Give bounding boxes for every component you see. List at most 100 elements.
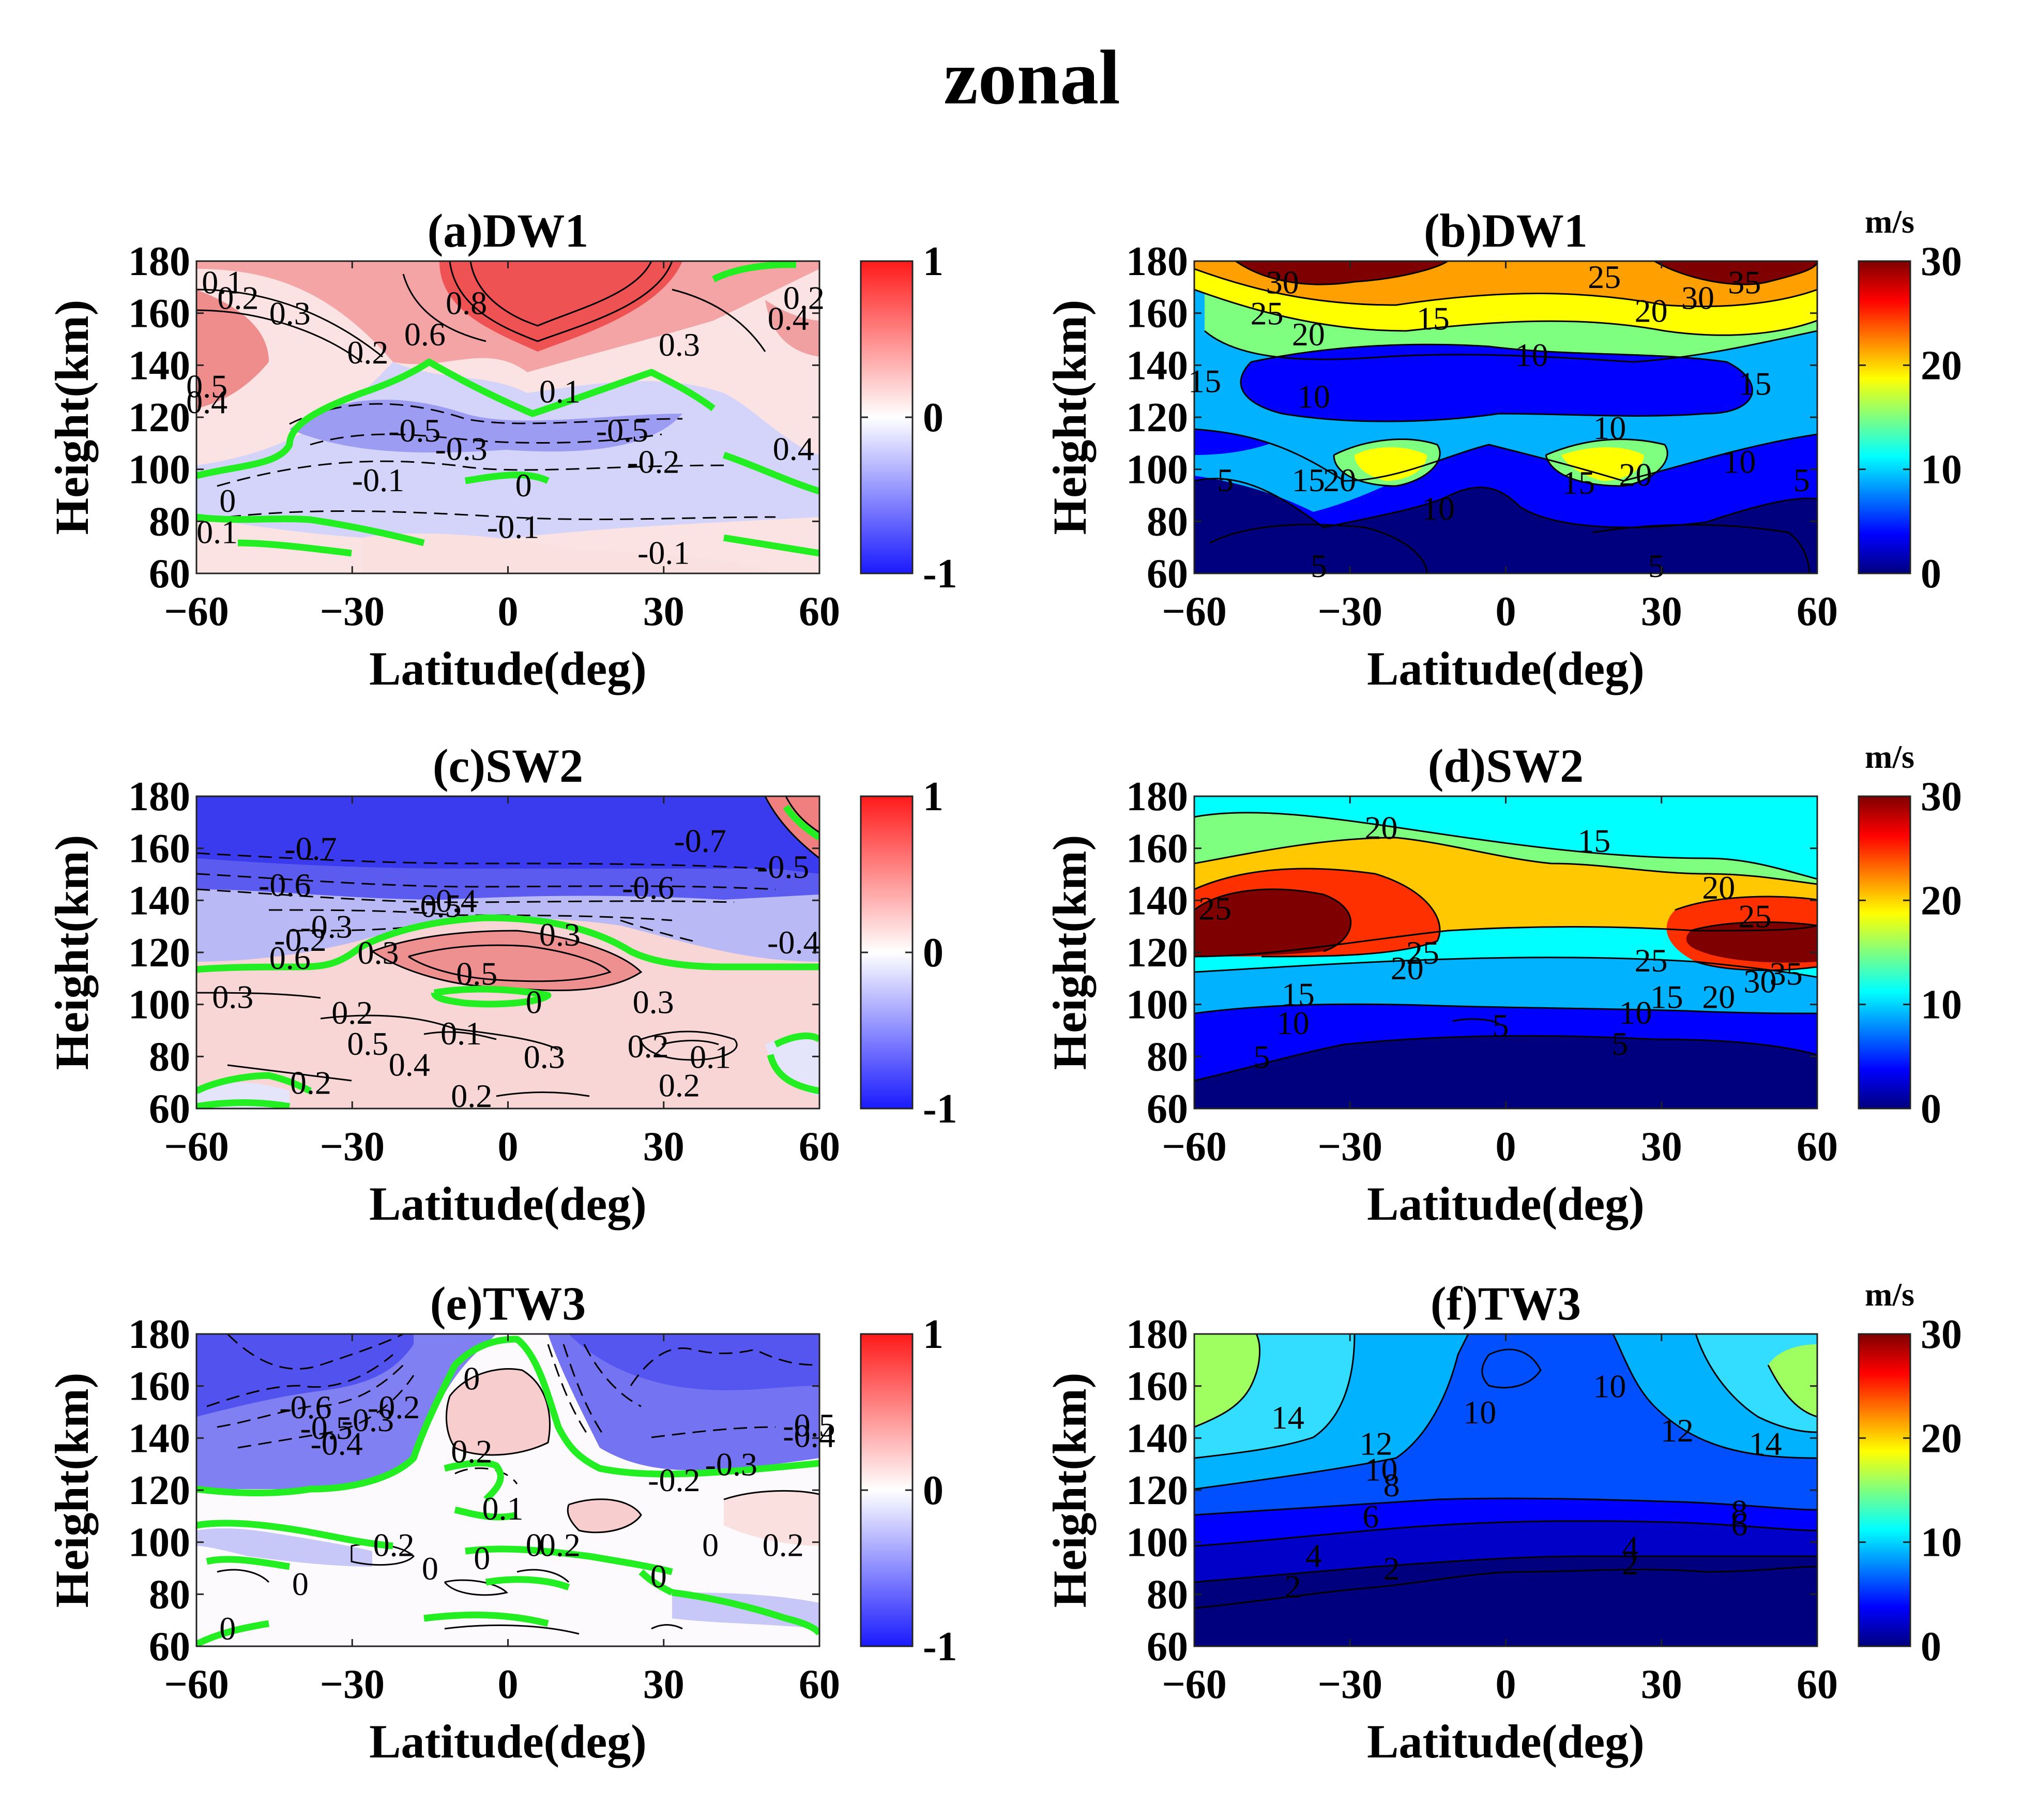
y-tick-label: 60	[149, 1624, 190, 1670]
contour-label: 5	[1217, 462, 1234, 498]
contour-label: 0.2	[347, 334, 388, 371]
contour-label: 12	[1661, 1412, 1694, 1449]
contour-label: -0.5	[783, 1407, 835, 1444]
colorbar	[1858, 260, 1911, 574]
y-tick-label: 100	[1126, 447, 1188, 493]
colorbar-unit: m/s	[1865, 738, 1914, 775]
colorbar-tick-label: 0	[1921, 1624, 1941, 1670]
x-axis-label: Latitude(deg)	[369, 642, 647, 695]
colorbar-tick-label: 30	[1921, 1312, 1962, 1357]
contour-label: 30	[1744, 963, 1777, 999]
contour-label: -0.7	[284, 830, 337, 867]
x-tick-label: 0	[498, 1124, 519, 1170]
panel-c-labels: -0.7 -0.7-0.6 -0.6-0.5-0.4-0.5-0.3-0.2 0.30…	[212, 823, 819, 1114]
contour-label: 0.1	[482, 1490, 523, 1527]
contour-label: 5	[1254, 1038, 1270, 1075]
panel-title: (d)SW2	[1428, 739, 1584, 792]
x-axis-label: Latitude(deg)	[1367, 1715, 1645, 1768]
contour-label: 10	[1723, 444, 1756, 480]
x-tick-label: 60	[1797, 589, 1838, 634]
contour-label: -0.3	[705, 1446, 757, 1483]
contour-label: 0	[422, 1550, 438, 1587]
y-tick-label: 80	[1147, 1572, 1188, 1617]
contour-label: 0.1	[440, 1015, 482, 1052]
y-tick-label: 180	[128, 1312, 190, 1357]
y-axis-label: Height(km)	[45, 300, 98, 535]
contour-label: 15	[1739, 366, 1772, 402]
x-tick-label: 30	[643, 1662, 685, 1707]
panel-c: -0.7 -0.7-0.6 -0.6-0.5-0.4-0.5-0.3-0.2 0.30…	[45, 739, 957, 1230]
x-tick-label: 30	[643, 1124, 685, 1170]
x-tick-label: 30	[1641, 1124, 1682, 1170]
x-axis-label: Latitude(deg)	[369, 1177, 647, 1230]
y-axis-label: Height(km)	[45, 1373, 98, 1608]
contour-label: 12	[1359, 1425, 1392, 1462]
contour-label: 15	[1282, 976, 1315, 1013]
contour-label: 2	[1383, 1550, 1400, 1587]
contour-label: -0.1	[637, 535, 690, 571]
panel-title: (b)DW1	[1424, 204, 1588, 257]
colorbar-tick-label: 10	[1921, 982, 1962, 1028]
contour-label: -0.2	[648, 1462, 700, 1498]
x-tick-label: 60	[799, 1124, 840, 1170]
contour-label: 0.6	[404, 316, 446, 353]
contour-label: 0.2	[763, 1527, 804, 1564]
x-tick-label: 60	[799, 1662, 840, 1707]
colorbar-unit: m/s	[1865, 203, 1914, 240]
panel-c-axes: (c)SW2−60 −30 0 30 606080100120140160180Lati…	[45, 739, 957, 1230]
contour-label: 0.3	[633, 984, 674, 1021]
contour-label: 0.2	[373, 1527, 415, 1564]
contour-label: 0	[526, 1527, 542, 1564]
contour-label: 25	[1406, 934, 1439, 971]
contour-label: 10	[1593, 410, 1626, 446]
x-tick-label: −30	[320, 1124, 385, 1170]
contour-label: -0.4	[310, 1425, 362, 1462]
contour-label: 0.1	[539, 373, 581, 410]
colorbar-tick-label: 1	[923, 774, 944, 820]
contour-label: 20	[1365, 809, 1398, 846]
contour-label: -0.1	[487, 508, 539, 545]
y-tick-label: 60	[1147, 1086, 1188, 1132]
contour-label: -0.4	[424, 882, 477, 919]
contour-label: 2	[1622, 1545, 1639, 1582]
y-tick-label: 140	[1126, 878, 1188, 923]
contour-label: 15	[1562, 464, 1595, 501]
x-tick-label: −60	[1162, 589, 1227, 634]
panel-f-axes: (f)TW3−60 −30 0 30 606080100120140160180Lati…	[1043, 1276, 1962, 1768]
contour-label: 0.6	[269, 939, 311, 976]
contour-label: 8	[1731, 1493, 1747, 1529]
contour-label: 2	[1285, 1568, 1301, 1605]
contour-label: 20	[1702, 869, 1735, 906]
y-tick-label: 180	[128, 239, 190, 284]
y-axis-label: Height(km)	[1043, 1373, 1096, 1608]
y-tick-label: 120	[128, 930, 190, 976]
y-tick-label: 100	[128, 447, 190, 493]
y-tick-label: 120	[1126, 930, 1188, 976]
x-tick-label: −60	[1162, 1124, 1227, 1170]
panel-title: (f)TW3	[1431, 1277, 1581, 1330]
panel-e-field	[196, 1334, 819, 1646]
y-tick-label: 80	[149, 1034, 190, 1080]
y-tick-label: 120	[1126, 1468, 1188, 1513]
contour-label: -0.2	[274, 921, 326, 958]
contour-label: 14	[1749, 1425, 1782, 1462]
contour-label: -0.3	[435, 430, 487, 467]
panel-d-field	[1194, 796, 1817, 1109]
contour-label: 20	[1323, 462, 1356, 498]
contour-label: 25	[1198, 890, 1231, 927]
contour-label: 0	[515, 467, 532, 504]
colorbar-tick-label: 10	[1921, 1520, 1962, 1566]
contour-label: -0.4	[767, 924, 819, 961]
y-tick-label: 140	[1126, 343, 1188, 388]
contour-label: 0.2	[331, 994, 373, 1031]
y-tick-label: 140	[128, 1416, 190, 1461]
x-tick-label: 30	[643, 589, 685, 634]
contour-label: -0.2	[368, 1389, 420, 1425]
colorbar-tick-label: 1	[923, 1312, 944, 1357]
colorbar-tick-label: 0	[923, 395, 944, 441]
y-tick-label: 60	[1147, 1624, 1188, 1670]
x-tick-label: 0	[498, 589, 519, 634]
